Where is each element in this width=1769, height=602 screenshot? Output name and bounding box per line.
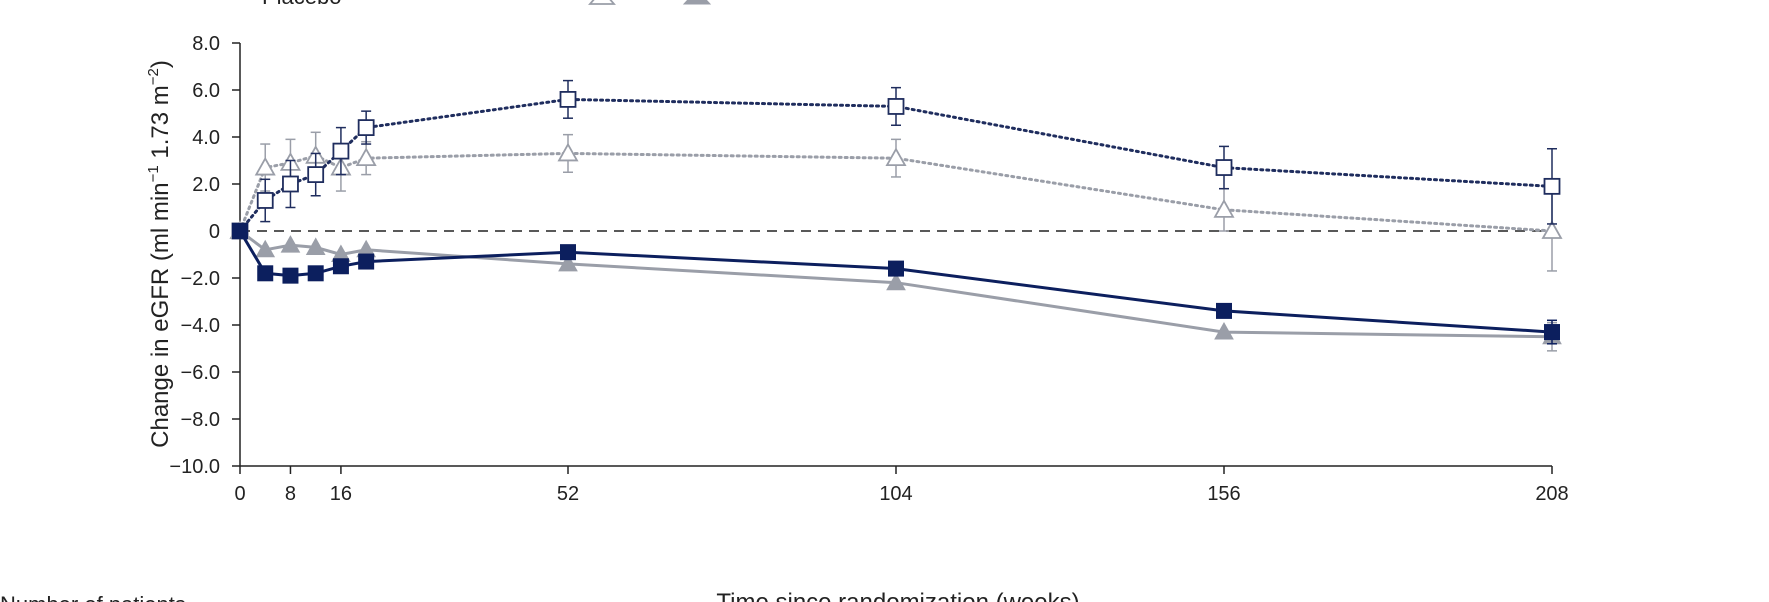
y-tick-label: 8.0: [192, 33, 220, 55]
data-point: [282, 175, 299, 193]
legend-marker-open-triangle: [588, 0, 616, 5]
y-axis-title: Change in eGFR (ml min−1 1.73 m−2): [145, 60, 174, 448]
legend: Placebo: [262, 0, 712, 9]
y-tick-label: −10.0: [169, 456, 220, 478]
data-point: [254, 156, 276, 176]
data-point: [358, 253, 375, 270]
series-4-line: [239, 229, 1553, 339]
axes: 8.0 6.0 4.0 2.0 0 −2.0 −4.0 −6.0 −8.0 −10.0 0 8 16 52…: [169, 33, 1568, 505]
x-tick-label: 156: [1207, 483, 1240, 505]
series-layer: [229, 79, 1563, 352]
legend-label-placebo: Placebo: [262, 0, 342, 9]
data-point: [280, 235, 301, 253]
x-tick-label: 208: [1535, 483, 1568, 505]
legend-marker-filled-triangle: [682, 0, 712, 5]
data-point: [257, 265, 274, 282]
y-tick-label: −8.0: [181, 409, 220, 431]
y-tick-label: 2.0: [192, 174, 220, 196]
y-axis-title-sup-1: −1: [145, 165, 162, 182]
data-point: [887, 98, 905, 115]
series-3-line: [238, 230, 1553, 334]
data-point: [1215, 159, 1233, 176]
data-point: [557, 142, 579, 162]
data-point: [886, 272, 906, 291]
data-point: [307, 166, 325, 184]
y-tick-label: −6.0: [181, 362, 220, 384]
data-point: [1213, 199, 1235, 218]
series-3: [232, 223, 1560, 345]
data-point: [558, 253, 578, 272]
data-point: [559, 91, 577, 108]
data-point: [1541, 220, 1563, 239]
data-point: [885, 147, 907, 167]
y-tick-label: −4.0: [181, 315, 220, 337]
svg-text:Change in eGFR (ml min−1 1.73: Change in eGFR (ml min−1 1.73 m−2): [145, 60, 174, 448]
series-1-line: [238, 97, 1554, 233]
series-4: [230, 220, 1562, 352]
data-point: [256, 192, 274, 209]
data-point: [332, 142, 350, 160]
data-point: [255, 239, 276, 258]
y-axis-title-part-e: ): [147, 60, 174, 68]
x-tick-label: 52: [557, 483, 579, 505]
data-point: [332, 258, 349, 275]
data-point: [357, 119, 375, 136]
x-tick-label: 0: [234, 483, 245, 505]
data-point: [1214, 322, 1234, 340]
y-tick-label: 4.0: [192, 127, 220, 149]
series-2-line: [238, 151, 1554, 233]
x-tick-label: 104: [879, 483, 912, 505]
x-tick-label: 16: [330, 483, 352, 505]
data-point: [307, 265, 324, 282]
data-point: [305, 237, 326, 255]
series-1: [231, 79, 1561, 240]
y-axis-title-sup-2: −2: [145, 68, 162, 85]
y-axis-title-part-c: 1.73 m: [147, 85, 174, 165]
data-point: [888, 260, 904, 277]
x-axis-title: Time since randomization (weeks): [716, 589, 1079, 602]
data-point: [232, 223, 248, 239]
data-point: [1216, 302, 1232, 319]
data-point: [1543, 177, 1561, 195]
data-point: [560, 244, 576, 261]
series-2: [229, 131, 1563, 272]
y-tick-label: 0: [209, 221, 220, 243]
y-tick-label: 6.0: [192, 80, 220, 102]
y-axis-title-part-a: Change in eGFR (ml min: [147, 182, 174, 447]
data-point: [355, 147, 377, 167]
data-point: [282, 267, 299, 284]
x-tick-label: 8: [285, 483, 296, 505]
y-tick-label: −2.0: [181, 268, 220, 290]
number-of-patients-label: Number of patients: [0, 592, 186, 602]
data-point: [1544, 324, 1560, 341]
